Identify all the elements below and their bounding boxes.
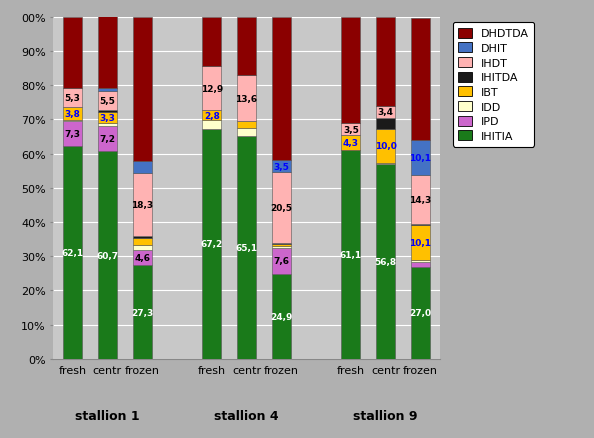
- Text: 10,1: 10,1: [409, 239, 431, 247]
- Text: 18,3: 18,3: [131, 201, 153, 210]
- Text: 14,3: 14,3: [409, 195, 432, 204]
- Bar: [271, 247, 291, 248]
- Bar: [237, 122, 256, 129]
- Text: 2,8: 2,8: [204, 111, 220, 120]
- Text: 5,5: 5,5: [99, 97, 115, 106]
- Text: 27,0: 27,0: [409, 308, 431, 318]
- Text: 4,6: 4,6: [134, 254, 150, 262]
- Text: 56,8: 56,8: [375, 258, 397, 267]
- Text: 61,1: 61,1: [340, 250, 362, 259]
- Bar: [376, 129, 395, 163]
- Text: 60,7: 60,7: [96, 251, 118, 260]
- Bar: [202, 18, 222, 67]
- Bar: [271, 245, 291, 247]
- Bar: [376, 118, 395, 129]
- Bar: [63, 122, 82, 147]
- Text: 7,6: 7,6: [273, 257, 289, 265]
- Bar: [271, 274, 291, 359]
- Bar: [132, 238, 151, 245]
- Bar: [342, 150, 361, 359]
- Bar: [411, 226, 430, 261]
- Bar: [342, 124, 361, 136]
- Bar: [132, 266, 151, 359]
- Bar: [202, 130, 222, 359]
- Bar: [98, 127, 117, 152]
- Bar: [376, 163, 395, 165]
- Text: 65,1: 65,1: [235, 244, 258, 252]
- Bar: [132, 245, 151, 250]
- Bar: [132, 250, 151, 266]
- Text: 13,6: 13,6: [235, 94, 258, 103]
- Bar: [376, 165, 395, 359]
- Bar: [411, 175, 430, 224]
- Text: stallion 4: stallion 4: [214, 409, 279, 422]
- Legend: DHDTDA, DHIT, IHDT, IHITDA, IBT, IDD, IPD, IHITIA: DHDTDA, DHIT, IHDT, IHITDA, IBT, IDD, IP…: [453, 23, 534, 147]
- Bar: [271, 243, 291, 245]
- Text: 24,9: 24,9: [270, 312, 292, 321]
- Bar: [342, 18, 361, 124]
- Text: 3,3: 3,3: [99, 113, 115, 123]
- Text: 10,1: 10,1: [409, 154, 431, 162]
- Text: 3,5: 3,5: [343, 125, 359, 134]
- Bar: [132, 237, 151, 238]
- Bar: [132, 18, 151, 162]
- Bar: [132, 162, 151, 174]
- Bar: [411, 141, 430, 175]
- Bar: [132, 174, 151, 237]
- Bar: [411, 19, 430, 141]
- Text: 67,2: 67,2: [201, 240, 223, 249]
- Bar: [237, 76, 256, 122]
- Bar: [411, 262, 430, 267]
- Text: 5,3: 5,3: [65, 94, 81, 103]
- Bar: [98, 14, 117, 89]
- Bar: [271, 248, 291, 274]
- Bar: [98, 111, 117, 113]
- Text: 12,9: 12,9: [201, 85, 223, 94]
- Text: stallion 1: stallion 1: [75, 409, 140, 422]
- Bar: [202, 67, 222, 111]
- Bar: [98, 113, 117, 124]
- Bar: [411, 261, 430, 262]
- Text: 3,5: 3,5: [273, 162, 289, 172]
- Bar: [63, 18, 82, 89]
- Text: 62,1: 62,1: [62, 249, 84, 258]
- Bar: [376, 107, 395, 118]
- Bar: [342, 136, 361, 150]
- Bar: [271, 18, 291, 161]
- Bar: [63, 120, 82, 122]
- Bar: [63, 107, 82, 120]
- Bar: [237, 137, 256, 359]
- Bar: [63, 89, 82, 107]
- Text: 27,3: 27,3: [131, 308, 153, 317]
- Bar: [237, 18, 256, 76]
- Bar: [63, 147, 82, 359]
- Text: 4,3: 4,3: [343, 138, 359, 148]
- Bar: [98, 89, 117, 92]
- Text: 3,8: 3,8: [65, 110, 81, 118]
- Text: 7,2: 7,2: [99, 135, 115, 144]
- Bar: [98, 92, 117, 111]
- Bar: [98, 124, 117, 127]
- Text: stallion 9: stallion 9: [353, 409, 418, 422]
- Bar: [98, 152, 117, 359]
- Bar: [411, 224, 430, 226]
- Bar: [202, 111, 222, 121]
- Text: 20,5: 20,5: [270, 204, 292, 212]
- Bar: [376, 18, 395, 107]
- Text: 7,3: 7,3: [65, 130, 81, 139]
- Bar: [237, 129, 256, 137]
- Bar: [411, 267, 430, 359]
- Bar: [202, 121, 222, 130]
- Bar: [271, 173, 291, 243]
- Text: 3,4: 3,4: [378, 108, 394, 117]
- Text: 10,0: 10,0: [375, 142, 397, 151]
- Bar: [271, 161, 291, 173]
